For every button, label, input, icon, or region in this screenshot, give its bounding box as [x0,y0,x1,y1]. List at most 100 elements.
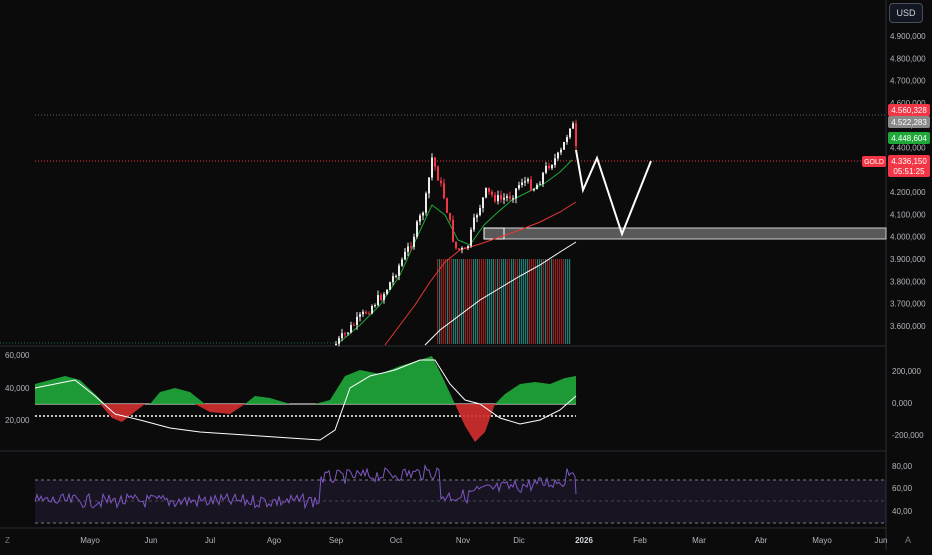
candle-body [521,182,523,186]
candle-body [362,311,364,315]
candle-body [494,194,496,202]
candle-body [539,183,541,185]
volume-bar [441,259,443,344]
price-tag-mid-text: 4.522,283 [891,118,927,127]
candle-body [401,259,403,266]
osc-negative-area [100,404,495,442]
price-tag-green: 4.448,604 [888,132,930,144]
volume-bar [469,259,471,344]
candle-body [473,217,475,230]
candle-body [518,185,520,189]
candle-body [497,195,499,202]
osc-right-axis-label: 0,000 [892,399,913,408]
volume-bar [565,259,567,344]
price-axis-label: 3.900,000 [890,255,926,264]
volume-bar [495,259,497,344]
volume-bar [569,259,571,344]
volume-bar [501,259,503,344]
auto-scale-icon[interactable]: A [905,535,911,545]
candle-body [371,305,373,314]
volume-bar [537,259,539,344]
candle-body [383,294,385,301]
volume-bar [473,259,475,344]
time-axis-label: Nov [456,536,470,545]
candle-body [347,332,349,334]
price-axis-label: 4.700,000 [890,77,926,86]
candle-body [509,196,511,199]
candle-body [404,251,406,260]
candle-body [542,172,544,184]
current-price-text: 4.336,150 [891,157,927,166]
volume-bar [557,259,559,344]
candle-body [485,187,487,198]
candle-body [479,207,481,216]
candle-body [389,282,391,290]
svg-text:A: A [905,535,911,545]
volume-bar [521,259,523,344]
candle-body [491,191,493,195]
candle-body [506,196,508,198]
volume-bar [475,259,477,344]
price-axis-label: 4.800,000 [890,54,926,63]
support-zone-box[interactable] [483,227,887,240]
currency-button[interactable]: USD [889,3,923,23]
rsi-axis-label: 80,00 [892,462,913,471]
candle-body [368,313,370,315]
volume-bar [499,259,501,344]
volume-bar [493,259,495,344]
candle-body [350,325,352,333]
volume-bar [491,259,493,344]
volume-bar [451,259,453,344]
volume-bar [539,259,541,344]
price-axis-label: 4.000,000 [890,233,926,242]
bar-countdown-text: 05:51:25 [893,167,925,176]
volume-bar [437,259,439,344]
time-axis-label: Feb [633,536,647,545]
candle-body [560,149,562,153]
oscillator-pane[interactable] [34,356,577,442]
candle-body [446,198,448,213]
volume-bar [447,259,449,344]
time-axis[interactable]: Mayo Jun Jul Ago Sep Oct Nov Dic 2026 Feb Mar Abr Ma… [80,536,887,545]
osc-left-axis-label: 40,000 [5,384,30,393]
price-pane[interactable] [0,114,887,347]
volume-bar [563,259,565,344]
volume-bar [455,259,457,344]
volume-bar [515,259,517,344]
projection-path-drawing[interactable] [575,149,652,237]
osc-left-axis-label: 20,000 [5,416,30,425]
volume-bar [517,259,519,344]
candle-body [488,187,490,192]
osc-signal-line [34,359,577,441]
candle-body [455,241,457,249]
candle-body [407,246,409,252]
candle-body [365,311,367,314]
price-axis[interactable]: 4.900,0004.800,0004.700,0004.600,0004.50… [890,32,926,331]
volume-bar [453,259,455,344]
time-axis-label: Mar [692,536,706,545]
volume-bar [457,259,459,344]
rsi-axis-label: 60,00 [892,484,913,493]
price-axis-label: 3.700,000 [890,300,926,309]
volume-bar [485,259,487,344]
candle-body [548,165,550,169]
volume-bar [533,259,535,344]
candle-body [461,247,463,250]
price-axis-label: 4.100,000 [890,210,926,219]
candle-body [395,275,397,277]
price-tag-mid: 4.522,283 [888,116,930,128]
candle-body [530,179,532,191]
candle-body [341,333,343,339]
time-axis-label: 2026 [575,536,593,545]
rsi-pane[interactable] [34,464,886,524]
time-axis-label: Jul [205,536,215,545]
volume-bar [443,259,445,344]
tradingview-logo-icon[interactable]: Z [5,536,10,545]
volume-bar [509,259,511,344]
candle-body [353,325,355,327]
price-axis-label: 4.400,000 [890,144,926,153]
volume-bar [497,259,499,344]
price-tag-high-text: 4.560,328 [891,106,927,115]
osc-positive-area [35,356,576,404]
